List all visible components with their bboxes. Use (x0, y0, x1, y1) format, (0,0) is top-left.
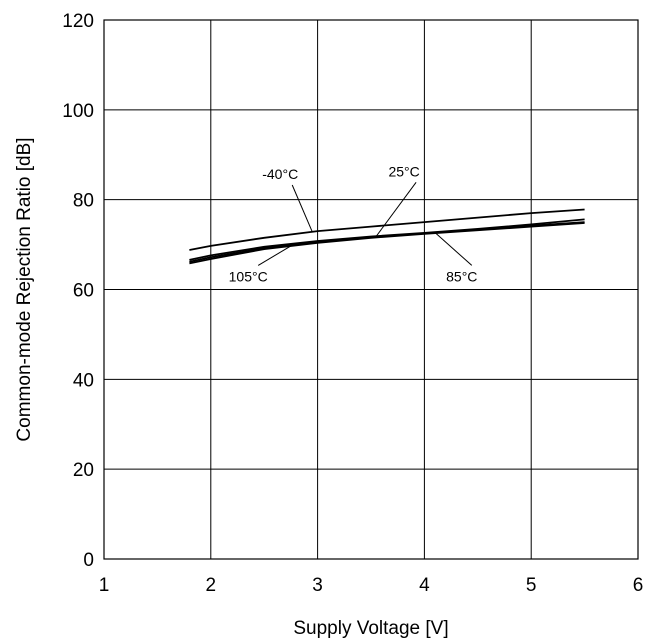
y-tick-label: 60 (73, 281, 94, 302)
x-tick-label: 6 (633, 575, 644, 596)
series-line-minus40c (189, 208, 585, 251)
x-tick-label: 5 (526, 575, 537, 596)
plot-frame (103, 19, 639, 560)
annotation-leader-line (434, 232, 473, 266)
y-axis-title: Common-mode Rejection Ratio [dB] (14, 137, 35, 441)
y-tick-label: 20 (73, 460, 94, 481)
grid (104, 20, 638, 559)
annotation-leader-line (375, 182, 417, 237)
y-tick-label: 100 (62, 101, 94, 122)
annotation-leader-line (291, 184, 313, 232)
annotation-label: -40°C (262, 166, 298, 182)
y-tick-label: 80 (73, 191, 94, 212)
series-lines (189, 208, 585, 265)
annotation-leader-line (257, 245, 292, 266)
y-tick-label: 0 (83, 550, 94, 571)
x-tick-label: 4 (419, 575, 430, 596)
x-tick-labels: 1 2 3 4 5 6 (99, 575, 644, 596)
y-tick-label: 40 (73, 370, 94, 391)
y-tick-labels: 0 20 40 60 80 100 120 (62, 11, 94, 571)
x-tick-label: 3 (312, 575, 323, 596)
annotation-label: 25°C (388, 163, 419, 179)
annotations: -40°C 25°C 85°C 105°C (229, 163, 478, 284)
y-tick-label: 120 (62, 11, 94, 32)
series-line-85c (189, 221, 585, 263)
x-axis-title: Supply Voltage [V] (293, 618, 448, 639)
annotation-label: 85°C (446, 268, 477, 284)
x-tick-label: 1 (99, 575, 110, 596)
x-tick-label: 2 (206, 575, 217, 596)
annotation-label: 105°C (229, 268, 268, 284)
series-line-105c (189, 222, 585, 265)
